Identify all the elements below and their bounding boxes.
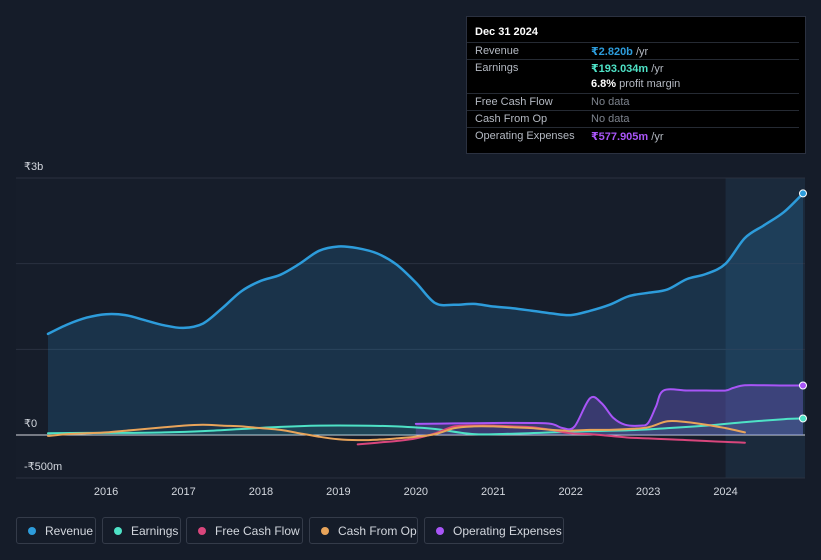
- tooltip-row-value: ₹577.905m /yr: [591, 131, 664, 143]
- legend-label: Free Cash Flow: [215, 524, 300, 538]
- legend-item-operating-expenses[interactable]: Operating Expenses: [424, 517, 564, 544]
- tooltip-row-value: 6.8% profit margin: [591, 78, 681, 90]
- legend-item-cash-from-op[interactable]: Cash From Op: [309, 517, 418, 544]
- tooltip-row-value: No data: [591, 113, 630, 125]
- y-tick-label: -₹500m: [24, 461, 62, 473]
- x-tick-label: 2021: [481, 486, 505, 498]
- legend-label: Revenue: [45, 524, 94, 538]
- legend-label: Earnings: [131, 524, 179, 538]
- tooltip-row: Operating Expenses ₹577.905m /yr: [467, 127, 799, 145]
- forecast-shade: [725, 178, 805, 478]
- legend-dot-icon: [436, 527, 444, 535]
- series-line-revenue: [46, 192, 805, 336]
- x-tick-label: 2024: [713, 486, 737, 498]
- tooltip-row-label: Earnings: [475, 62, 519, 74]
- series-area-operating-expenses: [415, 385, 803, 435]
- x-tick-label: 2022: [558, 486, 582, 498]
- endpoint-marker: [799, 414, 807, 423]
- tooltip-row-label: Free Cash Flow: [475, 96, 553, 108]
- tooltip-row-label: Operating Expenses: [475, 130, 575, 142]
- y-tick-label: ₹0: [24, 418, 37, 430]
- tooltip-row: Cash From Op No data: [467, 110, 799, 128]
- y-tick-label: ₹3b: [24, 161, 43, 173]
- legend-label: Cash From Op: [338, 524, 417, 538]
- series-area-revenue: [48, 193, 803, 435]
- tooltip-row-value: ₹2.820b /yr: [591, 46, 649, 58]
- tooltip-row-value: ₹193.034m /yr: [591, 63, 664, 75]
- tooltip-panel: Dec 31 2024 Revenue ₹2.820b /yr Earnings ₹1…: [466, 16, 806, 154]
- series-line-operating-expenses: [414, 384, 804, 431]
- tooltip-row: Earnings ₹193.034m /yr: [467, 59, 799, 77]
- endpoint-marker: [799, 381, 807, 390]
- x-tick-label: 2017: [171, 486, 195, 498]
- legend-item-earnings[interactable]: Earnings: [102, 517, 181, 544]
- x-tick-label: 2018: [249, 486, 273, 498]
- legend-dot-icon: [198, 527, 206, 535]
- legend-dot-icon: [321, 527, 329, 535]
- legend-dot-icon: [114, 527, 122, 535]
- tooltip-row: Revenue ₹2.820b /yr: [467, 42, 799, 60]
- tooltip-row: 6.8% profit margin: [467, 76, 799, 93]
- tooltip-date: Dec 31 2024: [475, 26, 538, 38]
- tooltip-row: Free Cash Flow No data: [467, 93, 799, 111]
- x-tick-label: 2023: [636, 486, 660, 498]
- series-line-cash-from-op: [47, 419, 746, 442]
- endpoint-marker: [799, 189, 807, 198]
- legend-item-revenue[interactable]: Revenue: [16, 517, 96, 544]
- x-tick-label: 2016: [94, 486, 118, 498]
- series-line-earnings: [47, 417, 804, 436]
- legend-label: Operating Expenses: [453, 524, 562, 538]
- x-tick-label: 2020: [404, 486, 428, 498]
- legend-item-free-cash-flow[interactable]: Free Cash Flow: [186, 517, 303, 544]
- tooltip-row-label: Revenue: [475, 45, 520, 57]
- legend-dot-icon: [28, 527, 36, 535]
- x-tick-label: 2019: [326, 486, 350, 498]
- tooltip-row-value: No data: [591, 96, 630, 108]
- tooltip-row-label: Cash From Op: [475, 113, 548, 125]
